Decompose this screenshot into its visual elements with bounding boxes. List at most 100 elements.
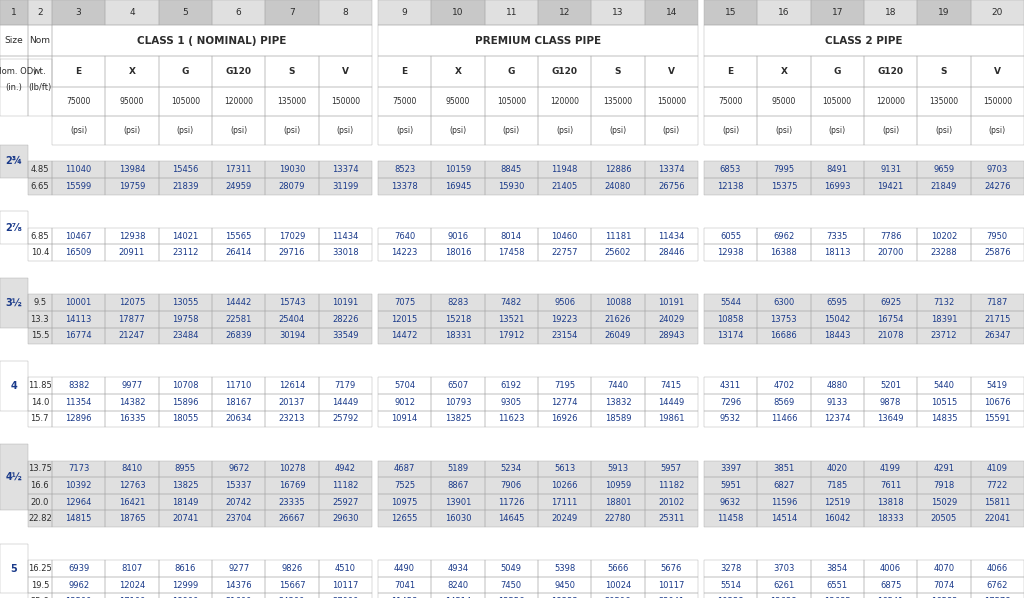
Text: 11181: 11181	[605, 231, 631, 240]
Bar	[378, 494, 431, 510]
Text: 23288: 23288	[931, 248, 957, 257]
Bar	[864, 194, 918, 211]
Bar	[484, 328, 538, 344]
Bar	[378, 25, 698, 56]
Bar	[265, 577, 318, 593]
Bar	[105, 477, 159, 494]
Text: CLASS 2 PIPE: CLASS 2 PIPE	[825, 36, 903, 45]
Text: 5189: 5189	[447, 464, 468, 473]
Bar	[52, 477, 105, 494]
Bar	[484, 560, 538, 577]
Text: 9962: 9962	[68, 581, 89, 590]
Bar	[159, 0, 212, 25]
Text: 12138: 12138	[717, 182, 743, 191]
Bar	[918, 344, 971, 361]
Bar	[431, 411, 484, 427]
Text: 12763: 12763	[119, 481, 145, 490]
Bar	[811, 411, 864, 427]
Text: 26839: 26839	[225, 331, 252, 340]
Bar	[484, 178, 538, 194]
Bar	[591, 577, 645, 593]
Bar	[703, 87, 757, 116]
Bar	[265, 261, 318, 277]
Bar	[212, 56, 265, 87]
Bar	[864, 56, 918, 87]
Bar	[811, 560, 864, 577]
Text: 18333: 18333	[551, 597, 578, 598]
Bar	[265, 560, 318, 577]
Bar	[378, 560, 431, 577]
Bar	[757, 294, 811, 311]
Bar	[864, 460, 918, 477]
Text: 120000: 120000	[224, 97, 253, 106]
Text: 14382: 14382	[119, 398, 145, 407]
Bar	[105, 87, 159, 116]
Bar	[318, 593, 372, 598]
Bar	[811, 245, 864, 261]
Bar	[318, 560, 372, 577]
Text: 4291: 4291	[934, 464, 954, 473]
Bar	[484, 87, 538, 116]
Bar	[105, 245, 159, 261]
Bar	[591, 411, 645, 427]
Text: 14449: 14449	[332, 398, 358, 407]
Text: 8616: 8616	[175, 564, 196, 573]
Text: 12638: 12638	[771, 597, 798, 598]
Bar	[538, 411, 591, 427]
Text: 4687: 4687	[394, 464, 416, 473]
Bar	[52, 116, 105, 145]
Bar	[212, 56, 265, 87]
Text: 15: 15	[725, 8, 736, 17]
Bar	[378, 311, 431, 328]
Bar	[212, 245, 265, 261]
Bar	[372, 510, 378, 527]
Bar	[105, 577, 159, 593]
Bar	[484, 116, 538, 145]
Bar	[159, 394, 212, 411]
Bar	[538, 245, 591, 261]
Bar	[378, 161, 431, 178]
Bar	[484, 377, 538, 394]
Text: 15375: 15375	[771, 182, 797, 191]
Bar	[265, 161, 318, 178]
Text: 150000: 150000	[656, 97, 686, 106]
Bar	[918, 560, 971, 577]
Bar	[431, 87, 484, 116]
Bar	[538, 477, 591, 494]
Bar	[431, 261, 484, 277]
Bar	[484, 0, 538, 25]
Bar	[538, 228, 591, 245]
Bar	[591, 328, 645, 344]
Bar	[757, 245, 811, 261]
Bar	[212, 593, 265, 598]
Bar	[971, 87, 1024, 116]
Text: 18801: 18801	[605, 498, 631, 507]
Text: 20137: 20137	[279, 398, 305, 407]
Bar	[918, 0, 971, 25]
Bar	[864, 178, 918, 194]
Bar	[757, 178, 811, 194]
Text: E: E	[76, 67, 82, 77]
Text: 2¾: 2¾	[5, 156, 23, 166]
Bar	[159, 228, 212, 245]
Text: 14442: 14442	[225, 298, 252, 307]
Text: X: X	[780, 67, 787, 77]
Text: 23213: 23213	[279, 414, 305, 423]
Bar	[864, 377, 918, 394]
Bar	[372, 87, 378, 116]
Bar	[538, 394, 591, 411]
Bar	[212, 178, 265, 194]
Bar	[52, 560, 105, 577]
Bar	[591, 245, 645, 261]
Bar	[431, 311, 484, 328]
Text: 8410: 8410	[122, 464, 142, 473]
Bar	[864, 228, 918, 245]
Text: 13832: 13832	[604, 398, 631, 407]
Bar	[703, 0, 757, 25]
Bar	[811, 527, 864, 544]
Bar	[918, 294, 971, 311]
Bar	[28, 577, 52, 593]
Bar	[757, 0, 811, 25]
Bar	[971, 510, 1024, 527]
Bar	[811, 311, 864, 328]
